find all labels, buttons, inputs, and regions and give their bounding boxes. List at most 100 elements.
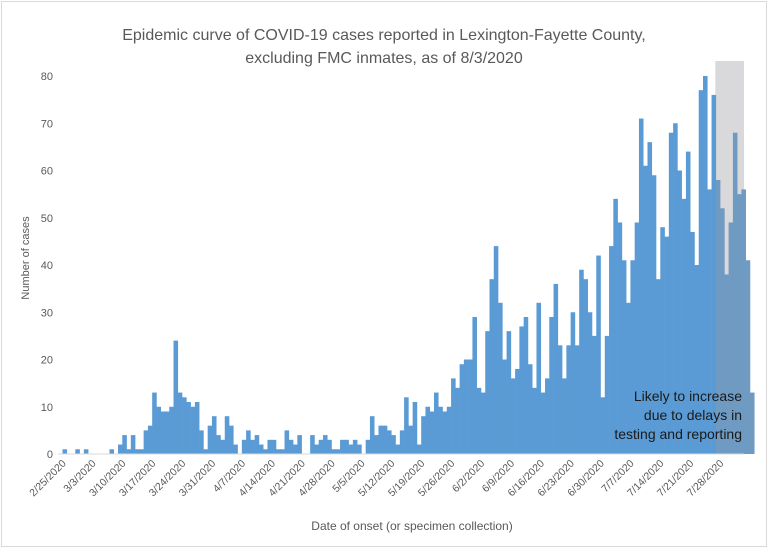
bar: [545, 378, 550, 454]
bar: [570, 312, 576, 454]
bar: [327, 439, 332, 454]
bar: [596, 255, 601, 454]
bar: [382, 425, 388, 454]
bar: [164, 411, 170, 454]
bar: [310, 435, 315, 454]
x-axis-label: Date of onset (or specimen collection): [311, 519, 512, 533]
annotation-line: due to delays in: [644, 407, 742, 423]
bar: [455, 387, 460, 454]
bar: [519, 326, 524, 454]
bar: [335, 449, 341, 454]
annotation-line: testing and reporting: [614, 426, 742, 442]
y-tick-label: 60: [41, 166, 53, 178]
x-tick-label: 2/25/2020: [27, 458, 69, 500]
bar: [562, 378, 567, 454]
bar: [404, 397, 409, 454]
bar: [182, 397, 187, 454]
bar: [502, 359, 507, 454]
bar: [408, 425, 413, 454]
bar: [357, 444, 362, 454]
annotation-line: Likely to increase: [634, 388, 742, 404]
bar: [365, 439, 371, 454]
bar: [498, 302, 503, 454]
y-tick-label: 20: [41, 355, 53, 367]
bar: [280, 449, 285, 454]
bar: [724, 274, 729, 454]
bar: [660, 227, 665, 454]
y-tick-label: 0: [47, 449, 53, 461]
bar: [587, 312, 593, 454]
bar: [476, 387, 482, 454]
bar: [651, 175, 657, 454]
bar: [267, 439, 273, 454]
bar: [224, 416, 230, 454]
bar: [698, 90, 704, 455]
bar: [626, 302, 631, 454]
bar: [690, 231, 695, 454]
bar: [254, 435, 260, 454]
bar: [194, 402, 200, 454]
bar: [673, 123, 678, 454]
bar: [677, 170, 682, 454]
bar: [352, 439, 358, 454]
bar: [549, 316, 554, 454]
bar: [314, 444, 319, 454]
bar: [515, 368, 520, 454]
bar: [391, 435, 396, 454]
bar: [540, 392, 546, 454]
bar: [421, 416, 426, 454]
bar: [493, 246, 499, 454]
bar: [369, 416, 375, 454]
bar: [276, 449, 281, 454]
bar: [412, 402, 418, 454]
bar: [681, 198, 687, 454]
bar: [579, 269, 584, 454]
bar: [122, 435, 127, 454]
bar: [485, 331, 490, 454]
bar: [207, 425, 213, 454]
bar: [694, 265, 700, 454]
bar: [229, 425, 234, 454]
bar: [130, 435, 136, 454]
bar: [139, 449, 144, 454]
bar: [749, 392, 755, 454]
bar: [617, 222, 623, 454]
bar: [143, 430, 149, 455]
y-axis-label: Number of cases: [20, 216, 32, 300]
bar: [284, 430, 290, 455]
bar: [630, 260, 635, 454]
bar: [647, 142, 653, 454]
bar: [169, 406, 174, 454]
chart-title-line2: excluding FMC inmates, as of 8/3/2020: [245, 50, 523, 67]
bar: [506, 331, 512, 454]
bar: [591, 335, 597, 455]
y-tick-label: 80: [41, 71, 53, 83]
bar: [135, 449, 140, 454]
bar: [331, 449, 337, 454]
bar: [62, 449, 68, 454]
bar: [489, 279, 495, 454]
bar: [233, 444, 238, 454]
bar: [318, 439, 324, 454]
y-tick-label: 10: [41, 402, 53, 414]
bar: [203, 449, 208, 454]
bar: [109, 449, 115, 454]
bar: [177, 392, 183, 454]
bar: [250, 439, 255, 454]
bar: [741, 189, 746, 454]
bar: [293, 444, 298, 454]
bar: [711, 94, 717, 455]
bar: [472, 316, 477, 454]
bar: [271, 439, 277, 454]
bar: [609, 246, 614, 454]
bar: [378, 425, 384, 454]
bar: [246, 430, 251, 455]
bar: [621, 260, 627, 454]
bar: [152, 392, 157, 454]
bar: [160, 411, 166, 454]
bar: [126, 449, 132, 454]
bar: [186, 402, 191, 454]
bar: [395, 444, 401, 454]
bar: [399, 430, 405, 455]
